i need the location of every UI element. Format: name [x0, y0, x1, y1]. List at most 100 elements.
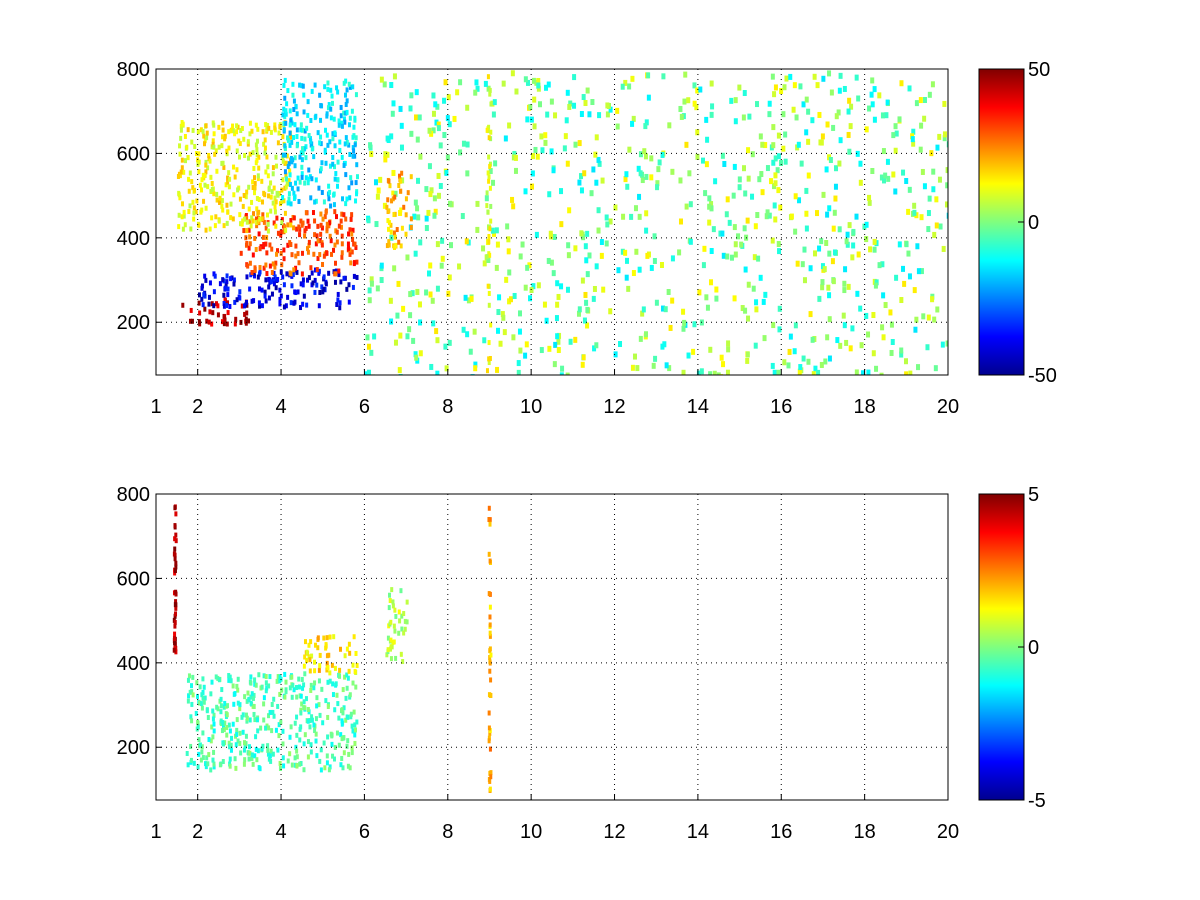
heatmap-cell	[339, 113, 343, 119]
heatmap-cell	[332, 756, 336, 762]
heatmap-cell	[300, 271, 304, 277]
heatmap-cell	[487, 738, 491, 744]
heatmap-cell	[487, 302, 491, 308]
heatmap-cell	[251, 252, 255, 258]
heatmap-cell	[877, 92, 882, 99]
heatmap-cell	[276, 140, 280, 146]
heatmap-cell	[563, 133, 568, 140]
heatmap-cell	[458, 149, 463, 156]
heatmap-cell	[209, 691, 213, 697]
heatmap-cell	[837, 226, 842, 233]
heatmap-cell	[348, 692, 352, 698]
heatmap-cell	[727, 219, 732, 226]
heatmap-cell	[858, 160, 863, 167]
heatmap-cell	[199, 127, 203, 133]
heatmap-cell	[488, 633, 492, 639]
heatmap-cell	[266, 123, 270, 129]
heatmap-cell	[253, 185, 257, 191]
heatmap-cell	[405, 254, 410, 261]
heatmap-cell	[397, 239, 401, 245]
heatmap-cell	[772, 369, 777, 375]
heatmap-cell	[345, 714, 349, 720]
heatmap-cell	[298, 232, 302, 238]
heatmap-cell	[173, 505, 177, 511]
heatmap-cell	[883, 172, 888, 179]
heatmap-cell	[623, 176, 628, 183]
heatmap-cell	[278, 201, 282, 207]
heatmap-cell	[536, 77, 541, 84]
heatmap-cell	[613, 204, 618, 211]
heatmap-cell	[585, 271, 590, 278]
heatmap-cell	[782, 84, 787, 91]
heatmap-cell	[227, 184, 231, 190]
heatmap-cell	[511, 154, 516, 161]
heatmap-cell	[488, 730, 492, 736]
heatmap-cell	[399, 207, 403, 213]
heatmap-cell	[932, 231, 937, 238]
heatmap-cell	[342, 735, 346, 741]
heatmap-cell	[199, 701, 203, 707]
heatmap-cell	[670, 168, 675, 175]
heatmap-cell	[339, 732, 343, 738]
heatmap-cell	[580, 277, 585, 284]
heatmap-cell	[532, 123, 537, 130]
heatmap-cell	[292, 98, 296, 104]
heatmap-cell	[245, 310, 249, 316]
heatmap-cell	[383, 151, 388, 158]
heatmap-cell	[229, 215, 233, 221]
heatmap-cell	[435, 103, 440, 110]
heatmap-cell	[301, 83, 305, 89]
heatmap-cell	[794, 114, 799, 121]
heatmap-cell	[248, 120, 252, 126]
heatmap-cell	[210, 144, 214, 150]
heatmap-cell	[770, 237, 775, 244]
heatmap-cell	[287, 196, 291, 202]
heatmap-cell	[695, 87, 700, 94]
heatmap-cell	[864, 312, 869, 319]
heatmap-cell	[192, 760, 196, 766]
heatmap-cell	[375, 285, 380, 292]
heatmap-cell	[251, 761, 255, 767]
heatmap-cell	[487, 233, 491, 239]
heatmap-cell	[325, 760, 329, 766]
heatmap-cell	[931, 168, 936, 175]
heatmap-cell	[221, 724, 225, 730]
heatmap-cell	[347, 641, 351, 647]
heatmap-cell	[265, 154, 269, 160]
heatmap-cell	[490, 227, 495, 234]
heatmap-cell	[631, 115, 636, 122]
heatmap-cell	[306, 718, 310, 724]
heatmap-cell	[395, 312, 400, 319]
heatmap-cell	[838, 137, 843, 144]
heatmap-cell	[442, 132, 447, 139]
heatmap-cell	[306, 112, 310, 118]
heatmap-cell	[248, 750, 252, 756]
heatmap-cell	[311, 210, 315, 216]
heatmap-cell	[269, 208, 273, 214]
heatmap-cell	[819, 139, 824, 146]
heatmap-cell	[250, 752, 254, 758]
y-tick-label: 600	[117, 143, 150, 165]
heatmap-cell	[314, 642, 318, 648]
heatmap-cell	[548, 233, 553, 240]
heatmap-cell	[847, 222, 852, 229]
heatmap-cell	[244, 212, 248, 218]
heatmap-cell	[435, 337, 440, 344]
heatmap-cell	[366, 343, 371, 350]
heatmap-cell	[511, 203, 516, 210]
heatmap-cell	[911, 140, 916, 147]
heatmap-cell	[912, 202, 917, 209]
heatmap-cell	[587, 111, 592, 118]
heatmap-cell	[392, 623, 396, 629]
heatmap-cell	[319, 117, 323, 123]
heatmap-cell	[638, 170, 643, 177]
heatmap-cell	[659, 262, 664, 269]
heatmap-cell	[904, 371, 909, 375]
heatmap-cell	[777, 248, 782, 255]
heatmap-cell	[326, 734, 330, 740]
heatmap-cell	[825, 334, 830, 341]
heatmap-cell	[227, 170, 231, 176]
heatmap-cell	[890, 338, 895, 345]
heatmap-cell	[413, 351, 418, 358]
heatmap-cell	[342, 750, 346, 756]
